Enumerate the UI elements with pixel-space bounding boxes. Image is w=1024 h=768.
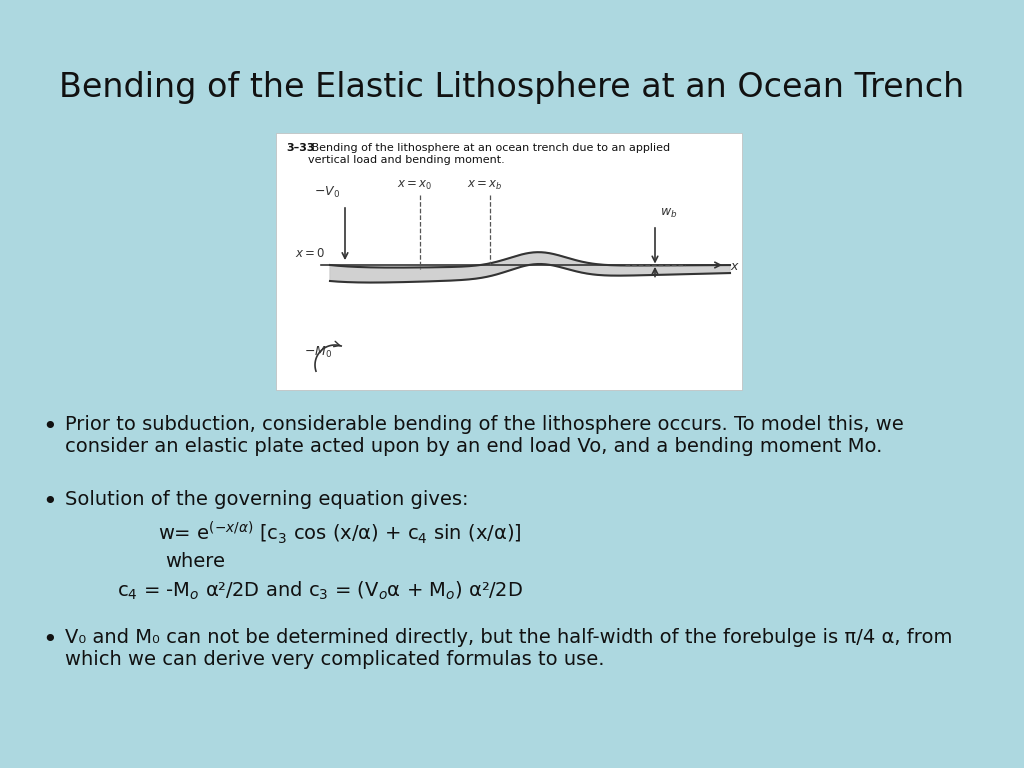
Text: consider an elastic plate acted upon by an end load Vo, and a bending moment Mo.: consider an elastic plate acted upon by … xyxy=(65,437,883,456)
Text: $-M_0$: $-M_0$ xyxy=(304,345,332,359)
Text: $w_b$: $w_b$ xyxy=(660,207,677,220)
Text: Solution of the governing equation gives:: Solution of the governing equation gives… xyxy=(65,490,469,509)
Text: •: • xyxy=(42,628,56,652)
Text: V₀ and M₀ can not be determined directly, but the half-width of the forebulge is: V₀ and M₀ can not be determined directly… xyxy=(65,628,952,647)
Text: $-V_0$: $-V_0$ xyxy=(314,185,340,200)
Text: $x = 0$: $x = 0$ xyxy=(295,247,325,260)
Text: $x = x_b$: $x = x_b$ xyxy=(467,179,503,192)
Text: x: x xyxy=(730,260,737,273)
Text: where: where xyxy=(165,552,225,571)
Text: Bending of the lithosphere at an ocean trench due to an applied
vertical load an: Bending of the lithosphere at an ocean t… xyxy=(308,143,670,164)
Text: $x = x_0$: $x = x_0$ xyxy=(397,179,432,192)
Polygon shape xyxy=(330,252,730,283)
Text: which we can derive very complicated formulas to use.: which we can derive very complicated for… xyxy=(65,650,604,669)
Text: Prior to subduction, considerable bending of the lithosphere occurs. To model th: Prior to subduction, considerable bendin… xyxy=(65,415,904,434)
Text: •: • xyxy=(42,415,56,439)
Text: •: • xyxy=(42,490,56,514)
Text: w= e$^{(-x/\alpha)}$ [c$_3$ cos (x/α) + c$_4$ sin (x/α)]: w= e$^{(-x/\alpha)}$ [c$_3$ cos (x/α) + … xyxy=(158,520,522,547)
Text: Bending of the Elastic Lithosphere at an Ocean Trench: Bending of the Elastic Lithosphere at an… xyxy=(59,71,965,104)
Text: c$_4$ = -M$_o$ α²/2D and c$_3$ = (V$_o$α + M$_o$) α²/2D: c$_4$ = -M$_o$ α²/2D and c$_3$ = (V$_o$α… xyxy=(117,580,523,602)
Text: 3–33: 3–33 xyxy=(286,143,314,153)
Bar xyxy=(276,133,742,390)
